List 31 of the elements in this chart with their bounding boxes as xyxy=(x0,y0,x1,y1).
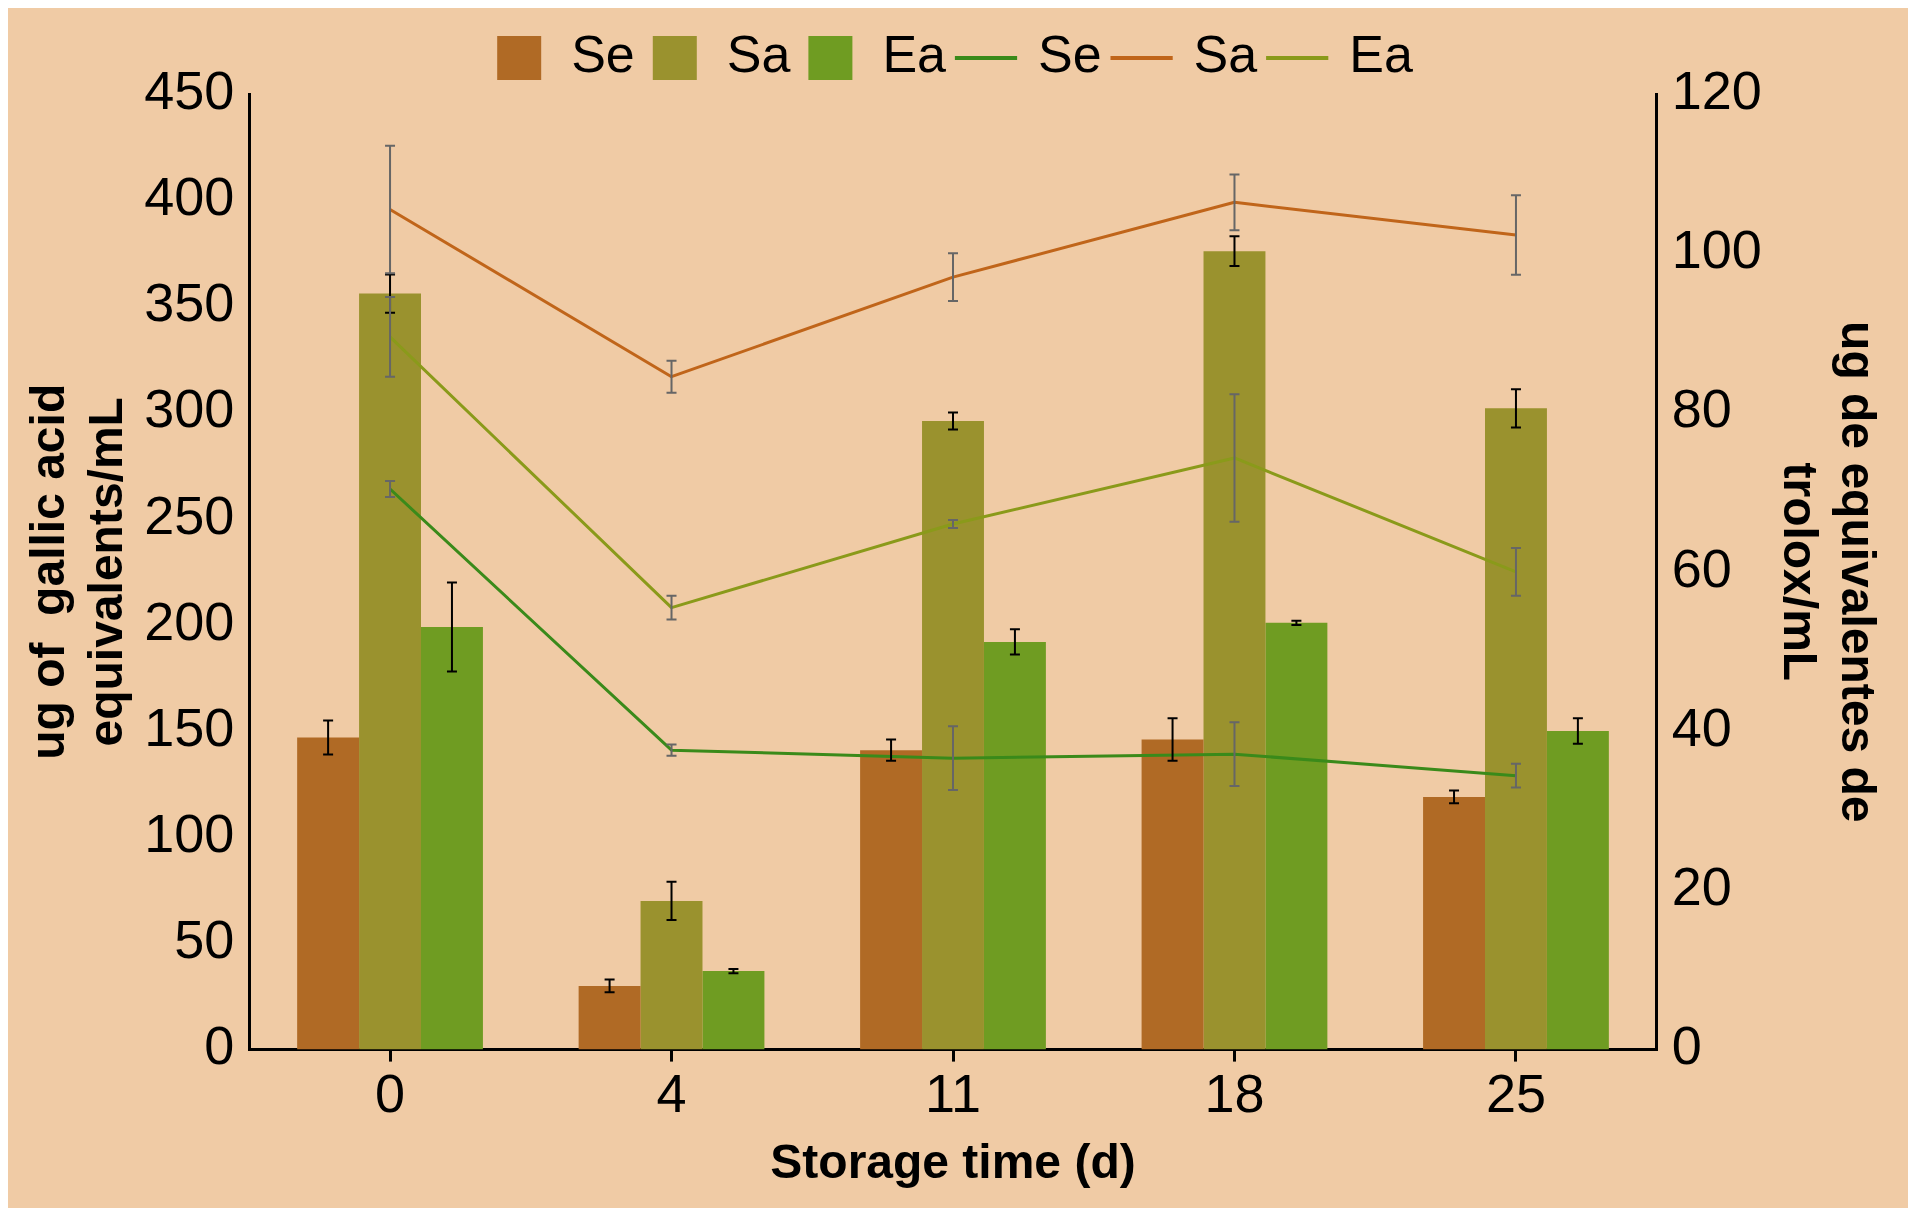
legend-label: Sa xyxy=(726,25,791,84)
y-tick-label: 150 xyxy=(144,696,235,757)
x-tick-label: 11 xyxy=(924,1062,982,1123)
y-tick-label: 200 xyxy=(144,590,235,651)
y-tick-label: 400 xyxy=(144,166,235,227)
y2-tick-label: 80 xyxy=(1671,378,1732,439)
y2-tick-label: 120 xyxy=(1671,59,1762,120)
legend-label: Se xyxy=(1038,25,1102,84)
legend-label: Sa xyxy=(1193,25,1258,84)
y-tick-label: 450 xyxy=(144,59,235,120)
y-axis-title: ug of gallic acid equivalents/mL xyxy=(21,383,132,760)
legend-label: Ea xyxy=(882,25,947,84)
x-axis-title: Storage time (d) xyxy=(770,1135,1136,1189)
y2-tick-label: 20 xyxy=(1671,856,1732,917)
x-tick-label: 4 xyxy=(656,1062,687,1123)
legend-label: Se xyxy=(571,25,635,84)
y2-axis-title: ug de equivalentes de trolox/mL xyxy=(1774,321,1885,823)
x-tick-label: 0 xyxy=(375,1062,406,1123)
legend-label: Ea xyxy=(1349,25,1413,84)
x-tick-label: 25 xyxy=(1485,1062,1546,1123)
y2-tick-label: 100 xyxy=(1671,219,1762,280)
y2-tick-label: 0 xyxy=(1671,1015,1702,1076)
y-tick-label: 100 xyxy=(144,803,235,864)
y2-tick-label: 60 xyxy=(1671,537,1732,598)
x-tick-label: 18 xyxy=(1204,1062,1265,1123)
y-tick-label: 300 xyxy=(144,378,235,439)
y-tick-label: 50 xyxy=(174,909,235,970)
y2-tick-label: 40 xyxy=(1671,696,1732,757)
y-tick-label: 250 xyxy=(144,484,235,545)
y-tick-label: 0 xyxy=(204,1015,235,1076)
y-tick-label: 350 xyxy=(144,272,235,333)
